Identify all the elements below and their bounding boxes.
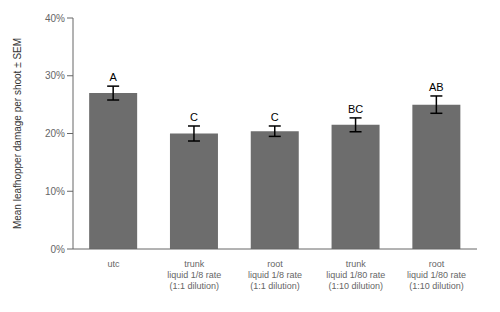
svg-text:utc: utc xyxy=(107,259,120,269)
svg-text:rootliquid 1/8 rate(1:1 diluti: rootliquid 1/8 rate(1:1 dilution) xyxy=(248,259,302,291)
svg-text:C: C xyxy=(190,111,198,123)
svg-text:Mean leafhopper damage per sho: Mean leafhopper damage per shoot ± SEM xyxy=(12,38,23,229)
svg-text:10%: 10% xyxy=(45,186,65,197)
svg-text:0%: 0% xyxy=(51,244,66,255)
svg-text:AB: AB xyxy=(429,81,444,93)
svg-text:trunkliquid 1/80 rate(1:10 dil: trunkliquid 1/80 rate(1:10 dilution) xyxy=(326,259,385,291)
svg-text:C: C xyxy=(271,111,279,123)
svg-text:30%: 30% xyxy=(45,70,65,81)
svg-text:40%: 40% xyxy=(45,13,65,24)
svg-text:20%: 20% xyxy=(45,128,65,139)
svg-text:trunkliquid 1/8 rate(1:1 dilut: trunkliquid 1/8 rate(1:1 dilution) xyxy=(167,259,221,291)
svg-text:BC: BC xyxy=(348,103,363,115)
svg-text:A: A xyxy=(109,71,117,83)
svg-text:rootliquid 1/80 rate(1:10 dilu: rootliquid 1/80 rate(1:10 dilution) xyxy=(407,259,466,291)
